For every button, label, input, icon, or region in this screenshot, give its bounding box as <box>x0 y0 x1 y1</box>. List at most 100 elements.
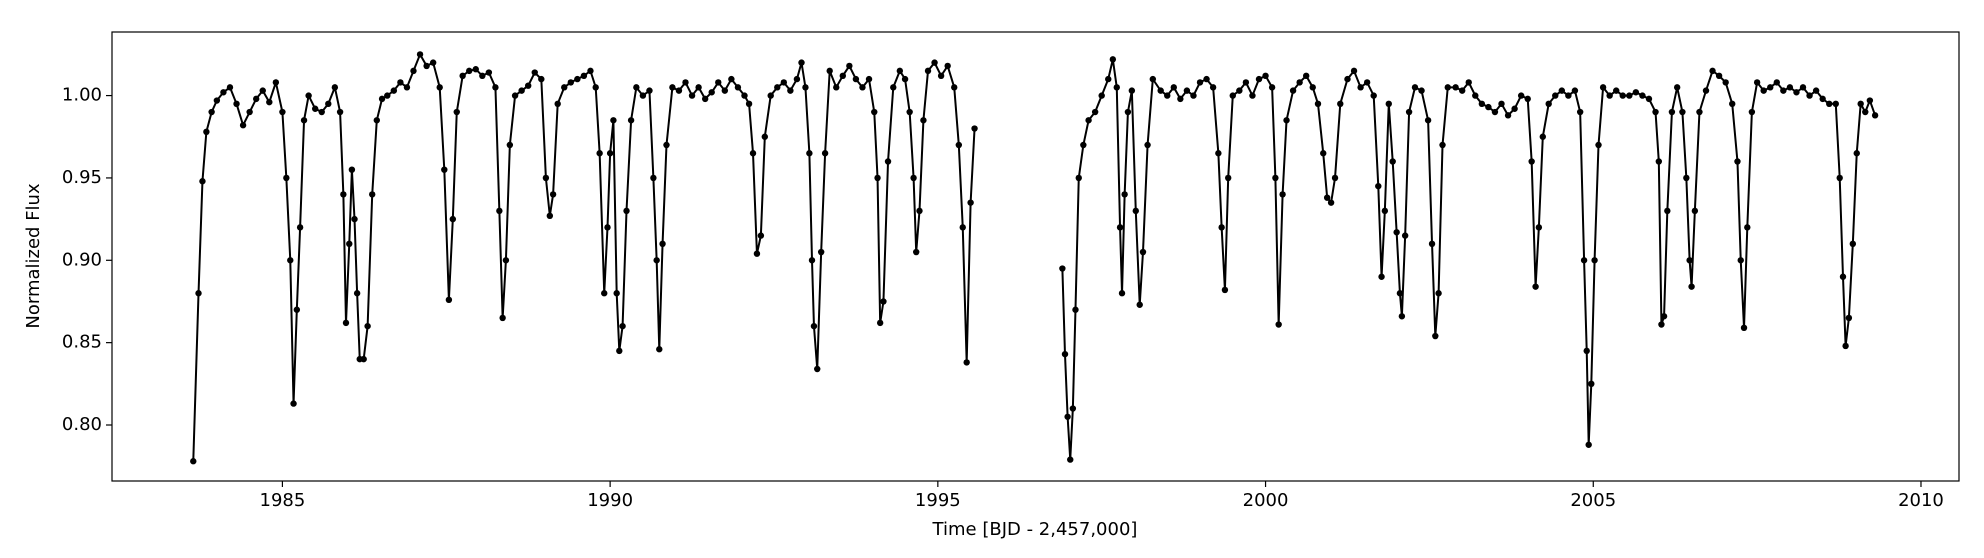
data-point <box>653 257 660 264</box>
data-point <box>890 84 897 91</box>
data-point <box>610 117 617 124</box>
data-point <box>650 174 657 182</box>
data-point <box>865 75 873 83</box>
data-point <box>390 87 398 94</box>
data-point <box>384 92 391 99</box>
data-point <box>695 84 702 91</box>
data-point <box>1209 84 1217 91</box>
data-point <box>318 108 325 116</box>
data-point <box>1812 87 1820 94</box>
data-point <box>1059 265 1066 272</box>
data-point <box>639 92 647 99</box>
data-point <box>496 207 503 215</box>
data-point <box>1190 92 1197 99</box>
data-point <box>1793 89 1800 96</box>
data-point <box>852 75 860 83</box>
data-point <box>1702 87 1710 94</box>
data-point <box>300 117 308 124</box>
data-point <box>1124 108 1132 116</box>
data-point <box>1839 273 1847 280</box>
data-point <box>1545 100 1552 108</box>
data-point <box>1826 100 1833 108</box>
data-point <box>1132 207 1139 215</box>
data-point <box>1866 97 1874 104</box>
data-point <box>616 347 623 355</box>
data-point <box>817 248 825 256</box>
data-point <box>656 346 663 353</box>
data-point <box>1314 100 1322 108</box>
data-point <box>839 72 847 80</box>
data-point <box>1229 92 1236 99</box>
x-tick-label: 2010 <box>1898 490 1944 511</box>
data-point <box>259 87 266 94</box>
data-point <box>293 306 301 313</box>
x-tick-label: 2005 <box>1570 490 1616 511</box>
data-point <box>1144 141 1151 149</box>
data-point <box>1709 67 1716 75</box>
data-point <box>213 97 221 104</box>
data-point <box>1691 207 1699 215</box>
data-point <box>1283 117 1290 124</box>
data-point <box>220 89 227 96</box>
data-point <box>753 250 761 257</box>
data-point <box>1613 87 1620 94</box>
data-point <box>199 178 206 185</box>
data-point <box>601 290 608 297</box>
data-point <box>1272 174 1279 182</box>
data-point <box>814 365 821 373</box>
data-point <box>1679 108 1686 116</box>
data-point <box>1136 301 1143 308</box>
data-point <box>1528 158 1535 165</box>
data-point <box>266 98 273 106</box>
data-point <box>1439 141 1446 149</box>
y-tick-label: 0.95 <box>62 167 102 188</box>
data-point <box>233 100 240 108</box>
data-point <box>1571 87 1579 94</box>
data-point <box>682 79 689 86</box>
data-point <box>1832 100 1839 108</box>
data-point <box>580 72 588 80</box>
data-point <box>1780 87 1787 94</box>
data-point <box>833 84 840 91</box>
data-point <box>1279 191 1286 198</box>
data-point <box>846 62 853 70</box>
data-point <box>203 128 210 136</box>
data-point <box>1478 100 1486 108</box>
data-point <box>821 150 829 157</box>
data-point <box>1381 207 1389 215</box>
data-point <box>734 84 742 91</box>
data-point <box>924 67 932 75</box>
data-point <box>1398 313 1406 320</box>
data-point <box>826 67 833 75</box>
data-point <box>1296 79 1303 86</box>
data-point <box>378 95 386 103</box>
data-point <box>348 166 356 173</box>
data-point <box>364 322 371 330</box>
data-point <box>749 150 757 157</box>
data-point <box>538 75 545 83</box>
x-tick-label: 2000 <box>1243 490 1289 511</box>
data-point <box>1585 441 1592 448</box>
data-point <box>604 224 611 231</box>
data-point <box>1118 290 1126 297</box>
data-point <box>646 87 653 94</box>
data-point <box>353 290 361 297</box>
data-point <box>397 79 404 86</box>
data-point <box>701 95 709 103</box>
data-point <box>287 257 294 264</box>
data-point <box>208 108 215 116</box>
data-point <box>913 248 920 256</box>
data-point <box>340 191 347 198</box>
data-point <box>1639 92 1646 99</box>
data-point <box>567 79 575 86</box>
data-point <box>1734 158 1741 165</box>
data-point <box>1619 92 1626 99</box>
data-point <box>1458 87 1466 94</box>
data-point <box>1722 79 1729 86</box>
data-point <box>1683 174 1690 182</box>
data-point <box>1857 100 1864 108</box>
data-point <box>1393 229 1400 236</box>
data-point <box>920 117 927 124</box>
data-point <box>1435 290 1442 297</box>
